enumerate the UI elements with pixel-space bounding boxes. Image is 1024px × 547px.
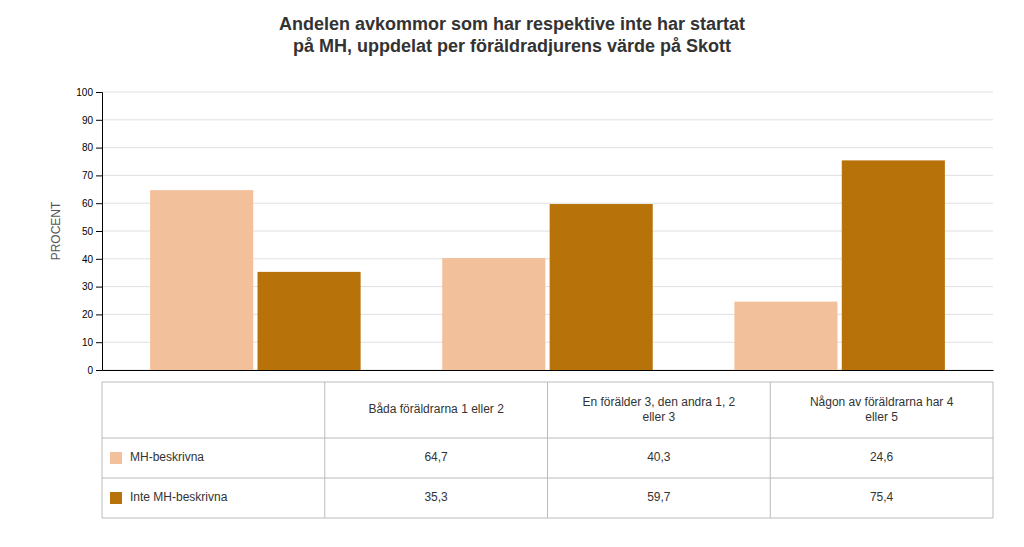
bar [150,190,253,370]
y-tick-mark [96,314,102,315]
grid-line [102,147,993,148]
text-line: eller 5 [865,410,898,424]
y-tick: 90 [82,115,102,126]
y-tick: 20 [82,309,102,320]
bar [258,272,361,370]
table-border [547,382,548,518]
y-tick: 0 [87,365,102,376]
text-line: eller 3 [643,410,676,424]
legend-label: Inte MH-beskrivna [130,490,228,504]
bars [150,160,945,370]
bar-series [258,160,945,370]
y-axis-line [96,93,103,371]
y-tick-label: 60 [82,198,94,209]
grid-line [102,119,993,120]
table-value: 64,7 [424,450,448,464]
y-tick: 50 [82,226,102,237]
text-line: Någon av föräldrarna har 4 [810,395,954,409]
y-tick: 10 [82,337,102,348]
y-tick-label: 20 [82,309,94,320]
table-header: Någon av föräldrarna har 4eller 5 [810,395,954,424]
y-tick-label: 10 [82,337,94,348]
y-tick-label: 70 [82,170,94,181]
text-line: Båda föräldrarna 1 eller 2 [368,402,504,416]
y-tick-mark [96,259,102,260]
y-tick-label: 80 [82,142,94,153]
text-line: Andelen avkommor som har respektive inte… [279,14,745,34]
y-tick: 70 [82,170,102,181]
table-border [993,382,994,518]
table-border [324,382,325,518]
bar [550,204,653,370]
text-line: En förälder 3, den andra 1, 2 [582,395,735,409]
y-tick-mark [96,92,102,93]
x-axis [103,370,994,372]
y-tick: 100 [76,87,102,98]
table: Båda föräldrarna 1 eller 2 En förälder 3,… [102,382,993,518]
y-tick-label: 100 [76,87,93,98]
y-tick: 40 [82,254,102,265]
chart: Andelen avkommor som har respektive inte… [0,0,1024,547]
legend-swatch [110,452,122,464]
text-line: på MH, uppdelat per föräldradjurens värd… [293,36,731,56]
bar-series [150,190,837,370]
table-value: 75,4 [870,490,894,504]
y-tick: 60 [82,198,102,209]
y-tick-mark [96,287,102,288]
y-tick-mark [96,148,102,149]
table-header: En förälder 3, den andra 1, 2eller 3 [582,395,735,424]
y-axis-title: PROCENT [49,201,63,260]
y-tick-mark [96,120,102,121]
y-tick: 30 [82,281,102,292]
y-tick-label: 30 [82,281,94,292]
legend-swatch [110,492,122,504]
table-border [770,382,771,518]
title: Andelen avkommor som har respektive inte… [279,14,745,56]
y-tick-label: 0 [87,365,93,376]
y-tick: 80 [82,142,102,153]
grid-line [102,92,993,93]
table-header: Båda föräldrarna 1 eller 2 [368,402,504,416]
table-value: 59,7 [647,490,671,504]
table-value: 40,3 [647,450,671,464]
bar [842,160,945,370]
y-tick-mark [96,203,102,204]
bar [734,302,837,370]
y-axis: 0 10 20 30 40 50 60 70 80 90 100 [76,87,102,376]
plot: 0 10 20 30 40 50 60 70 80 90 100 [76,87,993,376]
y-tick-label: 90 [82,115,94,126]
table-value: 24,6 [870,450,894,464]
y-tick-mark [96,231,102,232]
table-border [102,382,103,518]
x-axis-line [103,370,994,371]
legend-label: MH-beskrivna [130,450,204,464]
table-value: 35,3 [424,490,448,504]
bar [442,258,545,370]
grid [102,92,993,370]
y-tick-mark [96,342,102,343]
y-tick-mark [96,175,102,176]
y-tick-label: 40 [82,254,94,265]
y-tick-mark [96,370,102,371]
y-tick-label: 50 [82,226,94,237]
